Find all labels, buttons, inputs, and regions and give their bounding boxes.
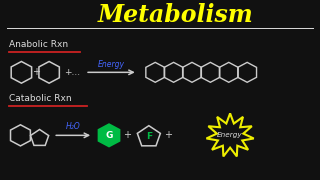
Text: +...: +... <box>64 68 81 77</box>
Text: +: + <box>32 67 40 77</box>
Text: Anabolic Rxn: Anabolic Rxn <box>9 40 68 49</box>
Text: +: + <box>123 130 131 140</box>
Text: H₂O: H₂O <box>66 122 80 131</box>
Text: +: + <box>164 130 172 140</box>
Text: Metabolism: Metabolism <box>98 3 254 27</box>
Text: Energy: Energy <box>98 60 125 69</box>
Text: Catabolic Rxn: Catabolic Rxn <box>9 94 71 103</box>
Polygon shape <box>206 113 254 156</box>
Text: Energy: Energy <box>217 132 243 138</box>
Text: F: F <box>146 132 152 141</box>
Text: G: G <box>105 131 113 140</box>
Polygon shape <box>99 124 119 147</box>
